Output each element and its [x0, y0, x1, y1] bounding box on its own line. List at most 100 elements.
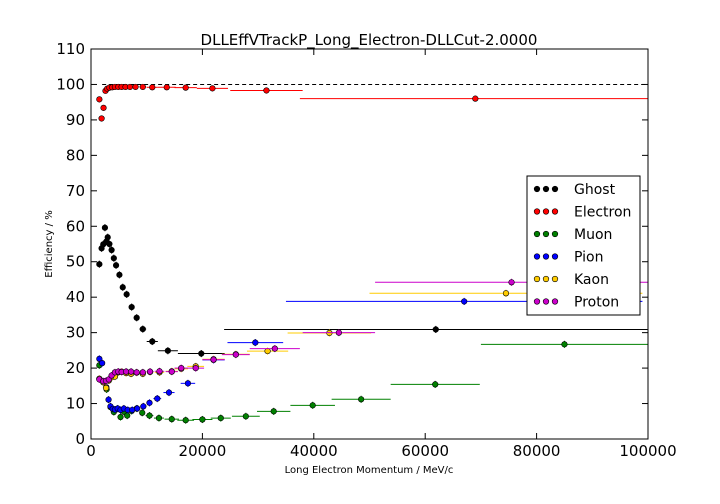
data-point	[199, 416, 206, 423]
data-point	[126, 83, 134, 91]
data-point	[106, 240, 113, 248]
x-tick-label: 40000	[290, 442, 338, 460]
legend-marker	[533, 275, 541, 283]
data-point	[165, 389, 173, 396]
data-point	[168, 368, 175, 375]
data-point	[96, 96, 103, 103]
data-point	[309, 402, 316, 409]
data-point	[133, 369, 140, 376]
legend-marker	[533, 230, 541, 238]
data-point	[133, 314, 140, 321]
data-point	[156, 368, 163, 375]
data-point	[146, 368, 154, 375]
legend-marker	[542, 208, 550, 215]
x-axis-label: Long Electron Momentum / MeV/c	[285, 465, 454, 476]
legend-label: Kaon	[574, 272, 609, 288]
series-ghost	[96, 224, 648, 358]
data-point	[358, 396, 365, 403]
data-point	[508, 279, 515, 286]
data-point	[105, 396, 112, 403]
data-point	[96, 355, 103, 362]
y-tick-label: 70	[66, 182, 85, 200]
legend-label: Muon	[574, 227, 612, 243]
legend-marker	[551, 275, 559, 283]
y-tick-label: 90	[66, 111, 85, 129]
legend-box	[526, 175, 641, 316]
y-tick-label: 0	[75, 430, 85, 448]
data-point	[128, 304, 135, 311]
data-point	[132, 83, 139, 91]
y-tick-label: 20	[66, 359, 85, 377]
data-point	[155, 414, 163, 422]
y-tick-label: 100	[56, 75, 85, 93]
data-point	[178, 364, 185, 372]
data-point	[117, 413, 124, 421]
x-tick-label: 100000	[619, 442, 676, 460]
legend-marker	[533, 208, 541, 215]
data-point	[104, 234, 111, 241]
data-point	[98, 115, 105, 122]
data-point	[146, 412, 153, 419]
legend-label: Pion	[574, 250, 603, 266]
data-point	[149, 84, 156, 91]
legend-marker	[551, 230, 559, 238]
y-tick-label: 10	[66, 395, 85, 413]
legend-marker	[533, 185, 541, 193]
legend-marker	[542, 253, 550, 260]
legend: Ghost Electron Muon Pion Kaon Proton	[526, 175, 641, 316]
data-point	[139, 325, 146, 333]
data-point	[123, 291, 130, 298]
legend-marker	[542, 230, 550, 238]
x-tick-label: 80000	[513, 442, 561, 460]
data-point	[102, 384, 110, 392]
data-point	[432, 326, 439, 333]
data-point	[116, 271, 123, 278]
y-axis-label: Efficiency / %	[44, 210, 55, 277]
data-point	[163, 84, 170, 91]
y-tick-label: 40	[66, 288, 85, 306]
legend-marker	[551, 298, 559, 305]
data-point	[139, 83, 146, 91]
legend-marker	[551, 208, 559, 215]
data-point	[182, 417, 189, 424]
data-point	[146, 399, 153, 406]
axis-ticks: 0 20000 40000 60000 80000 100000 0 10 20 30 40 50 60…	[56, 40, 676, 460]
series-electron	[96, 83, 648, 122]
y-tick-label: 60	[66, 217, 85, 235]
data-point	[119, 284, 126, 291]
legend-marker	[542, 185, 550, 193]
data-point	[149, 338, 156, 345]
data-point	[101, 224, 109, 231]
legend-marker	[551, 253, 559, 260]
x-tick-label: 0	[86, 442, 96, 460]
data-point	[154, 395, 161, 402]
data-point	[128, 368, 135, 375]
data-point	[472, 95, 479, 102]
series-pion	[96, 297, 643, 414]
data-point	[100, 104, 107, 111]
plot-frame	[90, 48, 649, 440]
data-point	[108, 246, 115, 254]
chart-title: DLLEffVTrackP_Long_Electron-DLLCut-2.000…	[201, 31, 538, 50]
data-point	[502, 290, 510, 297]
data-point	[134, 405, 141, 412]
data-point	[124, 412, 131, 419]
data-point	[217, 414, 224, 422]
legend-marker	[542, 298, 550, 305]
legend-label: Ghost	[574, 182, 616, 198]
data-point	[209, 85, 216, 92]
chart-marks	[96, 83, 648, 424]
data-point	[432, 381, 439, 388]
data-point	[242, 413, 249, 420]
data-point	[198, 350, 205, 357]
data-point	[99, 360, 106, 367]
data-point	[461, 298, 468, 305]
legend-marker	[551, 185, 559, 193]
data-point	[129, 406, 136, 414]
legend-marker	[542, 275, 550, 283]
legend-label: Electron	[574, 205, 631, 221]
data-point	[139, 409, 146, 416]
data-point	[110, 255, 117, 262]
data-point	[140, 403, 147, 410]
